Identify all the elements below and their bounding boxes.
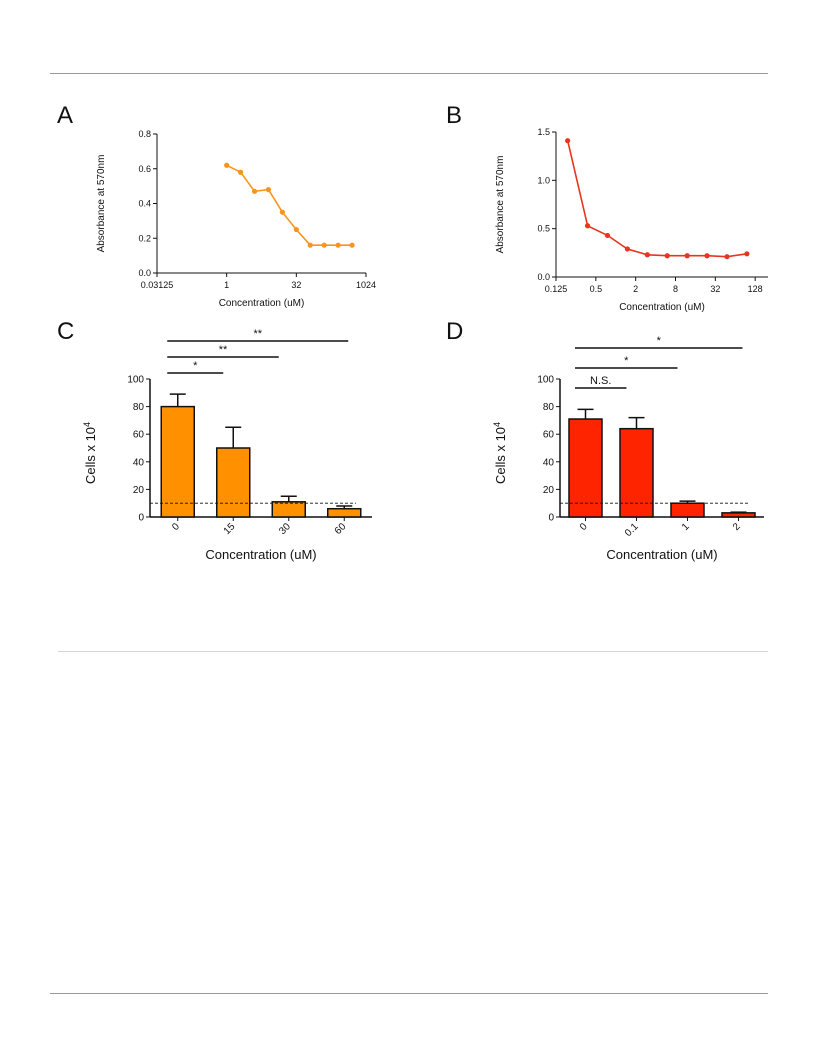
data-point (704, 253, 710, 259)
series-line (226, 164, 353, 246)
x-tick-label: 0.125 (545, 284, 568, 294)
y-tick-label: 0.2 (138, 233, 151, 243)
y-tick-label: 100 (127, 375, 144, 386)
data-point (684, 253, 690, 259)
data-point (604, 232, 611, 239)
y-tick-label: 40 (133, 457, 145, 468)
bar (721, 512, 756, 518)
significance-label: ** (219, 344, 228, 356)
panel-label-d: D (446, 318, 464, 345)
data-point (279, 209, 285, 215)
y-tick-label: 0.0 (537, 272, 550, 282)
significance-label: ** (253, 328, 262, 340)
y-tick-label: 0 (138, 513, 144, 524)
x-tick-label: 0.03125 (141, 280, 174, 290)
y-axis-label-superscript: 4 (492, 422, 502, 427)
x-tick-label: 2 (731, 521, 743, 533)
x-tick-label: 0.1 (623, 521, 641, 539)
significance-label: * (657, 335, 662, 347)
panel-label-c: C (57, 318, 75, 345)
middle-rule (58, 651, 768, 652)
y-tick-label: 0 (548, 513, 554, 524)
y-tick-label: 0.8 (138, 129, 151, 139)
data-point (251, 188, 258, 194)
x-axis-label: Concentration (uM) (219, 298, 305, 309)
y-tick-label: 1.5 (537, 127, 550, 137)
y-axis-label-superscript: 4 (82, 422, 92, 427)
x-tick-label: 0.5 (590, 284, 603, 294)
data-point (624, 246, 631, 252)
data-point (265, 187, 272, 193)
x-tick-label: 32 (710, 284, 720, 294)
bottom-rule (50, 993, 768, 994)
y-tick-label: 40 (543, 457, 555, 468)
data-point (293, 226, 299, 233)
y-tick-label: 20 (543, 485, 555, 496)
x-tick-label: 8 (673, 284, 678, 294)
y-axis-label: Cells x 104 (82, 422, 98, 484)
y-axis-label: Cells x 104 (492, 422, 508, 484)
data-point (744, 251, 750, 257)
x-axis-label: Concentration (uM) (619, 302, 705, 313)
y-tick-label: 0.5 (537, 224, 550, 234)
top-rule (50, 73, 768, 74)
y-axis-label: Absorbance at 570nm (96, 155, 107, 253)
significance-label: * (193, 360, 198, 372)
significance-label: N.S. (590, 375, 611, 387)
x-axis-label: Concentration (uM) (606, 547, 717, 562)
data-point (565, 138, 571, 144)
data-point (349, 242, 355, 248)
y-tick-label: 0.0 (138, 268, 151, 278)
x-tick-label: 0 (578, 521, 590, 533)
y-tick-label: 0.4 (138, 199, 151, 209)
y-tick-label: 0.6 (138, 164, 151, 174)
bar (568, 418, 603, 518)
significance-label: * (624, 355, 629, 367)
data-point (321, 242, 327, 248)
data-point (335, 242, 341, 248)
bar (619, 427, 654, 518)
x-tick-label: 2 (633, 284, 638, 294)
y-tick-label: 100 (537, 375, 554, 386)
x-tick-label: 1024 (356, 280, 376, 290)
data-point (724, 254, 730, 260)
series-line (566, 140, 748, 258)
y-tick-label: 60 (133, 430, 145, 441)
data-point (644, 252, 650, 258)
data-point (238, 169, 244, 175)
x-tick-label: 1 (224, 280, 229, 290)
panel-label-a: A (57, 102, 74, 129)
data-point (584, 223, 591, 229)
y-tick-label: 80 (133, 402, 145, 413)
x-tick-label: 32 (291, 280, 301, 290)
y-tick-label: 20 (133, 485, 145, 496)
y-tick-label: 80 (543, 402, 555, 413)
data-point (307, 242, 313, 248)
x-tick-label: 1 (680, 521, 692, 533)
panel-label-b: B (446, 102, 463, 129)
y-tick-label: 1.0 (537, 175, 550, 185)
data-point (664, 253, 670, 259)
data-point (224, 162, 230, 168)
y-tick-label: 60 (543, 430, 555, 441)
y-axis-label: Absorbance at 570nm (495, 156, 506, 254)
x-tick-label: 128 (748, 284, 763, 294)
x-axis-label: Concentration (uM) (205, 547, 316, 562)
bar (670, 502, 705, 518)
bar (216, 447, 251, 518)
